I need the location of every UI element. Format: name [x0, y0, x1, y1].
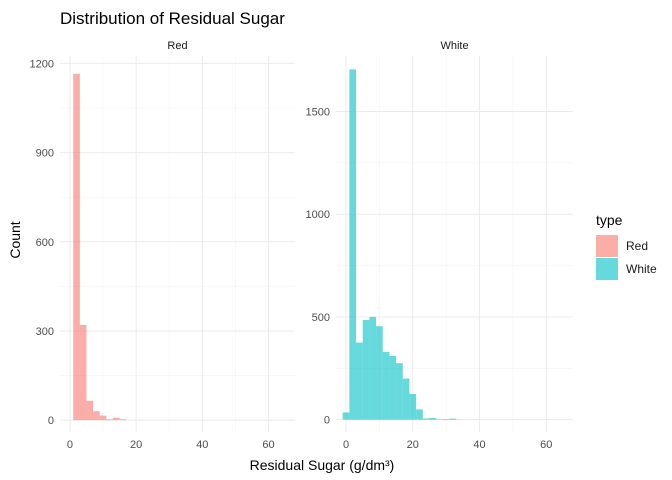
- histogram-bar: [362, 320, 370, 420]
- histogram-bar: [422, 418, 430, 420]
- legend: type Red White: [596, 212, 657, 280]
- histogram-bar: [106, 419, 113, 421]
- y-tick-label: 600: [36, 237, 54, 249]
- x-axis-title: Residual Sugar (g/dm³): [250, 457, 395, 473]
- x-tick-label: 20: [130, 439, 142, 451]
- histogram-bar: [99, 415, 107, 421]
- histogram-bar: [429, 418, 437, 420]
- histogram-bar: [442, 419, 450, 420]
- x-tick-label: 0: [67, 439, 73, 451]
- y-axis-title: Count: [7, 221, 23, 258]
- histogram-bar: [112, 417, 120, 421]
- legend-title: type: [596, 212, 623, 228]
- panel-white: 0 20 40 60 0 500 1000 1500 White: [306, 40, 573, 451]
- histogram-bar: [409, 393, 417, 420]
- x-tick-label: 40: [473, 439, 485, 451]
- y-tick-label: 1200: [30, 58, 54, 70]
- x-tick-label: 40: [196, 439, 208, 451]
- histogram-bar: [389, 355, 397, 420]
- histogram-bar: [402, 378, 410, 420]
- y-tick-label: 1500: [306, 106, 330, 118]
- histogram-bar: [86, 400, 94, 421]
- histogram-bar: [396, 363, 403, 420]
- legend-key-red: [596, 235, 618, 257]
- histogram-bar: [369, 316, 377, 420]
- histogram-bar: [382, 351, 390, 420]
- y-tick-label: 0: [48, 415, 54, 427]
- y-tick-label: 900: [36, 148, 54, 160]
- histogram-bar: [342, 412, 350, 420]
- x-tick-label: 0: [343, 439, 349, 451]
- y-tick-label: 0: [324, 415, 330, 427]
- y-tick-label: 300: [36, 326, 54, 338]
- x-tick-label: 60: [262, 439, 274, 451]
- legend-label-red: Red: [626, 239, 648, 253]
- histogram-bar: [416, 409, 423, 420]
- legend-label-white: White: [626, 262, 657, 276]
- x-tick-label: 20: [407, 439, 419, 451]
- y-tick-label: 500: [312, 312, 330, 324]
- histogram-bar: [349, 69, 357, 420]
- histogram-bar: [376, 326, 383, 420]
- histogram-bar: [73, 73, 80, 421]
- legend-key-white: [596, 258, 618, 280]
- y-tick-label: 1000: [306, 209, 330, 221]
- histogram-bar: [356, 342, 363, 420]
- histogram-bar: [93, 411, 100, 421]
- panel-strip-label: Red: [167, 40, 187, 52]
- histogram-bar: [79, 324, 87, 421]
- x-tick-label: 60: [540, 439, 552, 451]
- histogram-bar: [449, 418, 457, 420]
- panel-strip-label: White: [440, 40, 468, 52]
- histogram-bar: [119, 419, 127, 421]
- chart-title: Distribution of Residual Sugar: [60, 9, 285, 28]
